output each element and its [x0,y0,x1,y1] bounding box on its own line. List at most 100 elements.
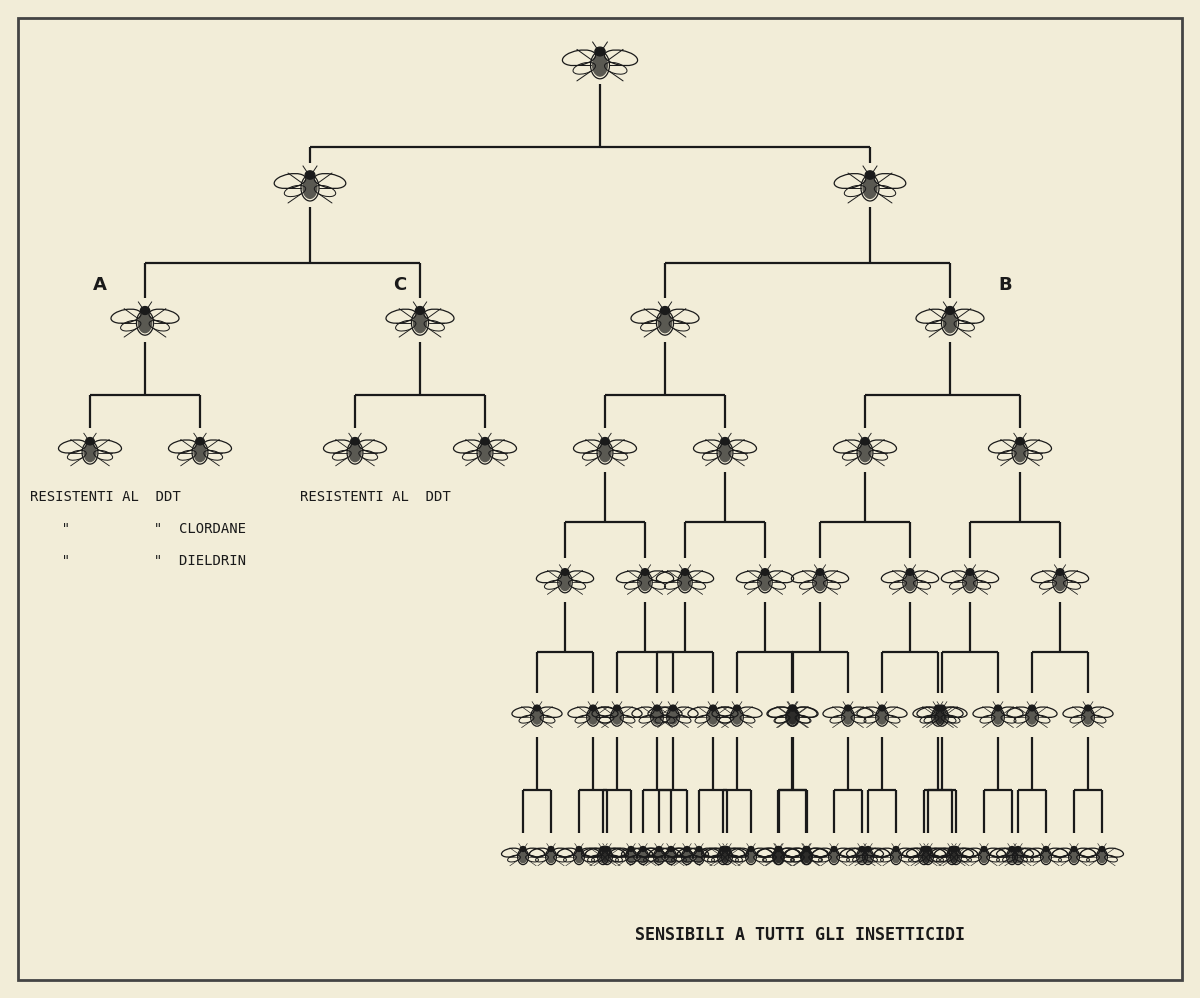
Ellipse shape [964,574,976,591]
Text: "          "  CLORDANE: " " CLORDANE [46,522,246,536]
Text: A: A [94,276,107,294]
Ellipse shape [518,850,528,863]
Ellipse shape [350,437,359,445]
Ellipse shape [576,846,582,851]
Ellipse shape [670,705,677,711]
Ellipse shape [601,437,610,445]
Ellipse shape [193,443,206,462]
Ellipse shape [802,850,810,863]
Ellipse shape [724,846,730,851]
Ellipse shape [938,705,946,711]
Ellipse shape [1098,850,1106,863]
Ellipse shape [641,569,649,576]
Ellipse shape [196,437,204,445]
Ellipse shape [719,443,732,462]
Ellipse shape [720,846,726,851]
Ellipse shape [1015,846,1021,851]
Ellipse shape [683,850,691,863]
Ellipse shape [952,850,960,863]
Ellipse shape [302,177,318,199]
Text: RESISTENTI AL  DDT: RESISTENTI AL DDT [300,490,451,504]
Ellipse shape [949,846,955,851]
Ellipse shape [733,705,740,711]
Ellipse shape [1054,574,1066,591]
Ellipse shape [877,710,887,725]
Ellipse shape [679,574,691,591]
Ellipse shape [829,850,839,863]
Ellipse shape [140,306,150,314]
Ellipse shape [924,850,932,863]
Ellipse shape [859,846,865,851]
Ellipse shape [804,846,810,851]
Ellipse shape [612,710,623,725]
Ellipse shape [943,312,958,333]
Ellipse shape [600,846,606,851]
Ellipse shape [348,443,361,462]
Ellipse shape [654,850,664,863]
Ellipse shape [534,705,540,711]
Ellipse shape [668,846,674,851]
Ellipse shape [919,850,929,863]
Ellipse shape [746,850,756,863]
Ellipse shape [935,705,942,711]
Ellipse shape [878,705,886,711]
Ellipse shape [415,306,425,314]
Ellipse shape [138,312,152,333]
Ellipse shape [790,705,797,711]
Ellipse shape [946,306,955,314]
Ellipse shape [413,312,427,333]
Ellipse shape [1014,850,1022,863]
Ellipse shape [865,846,871,851]
Ellipse shape [660,306,670,314]
Ellipse shape [732,710,743,725]
Ellipse shape [613,705,620,711]
Ellipse shape [892,850,900,863]
Ellipse shape [1082,710,1093,725]
Ellipse shape [787,710,797,725]
Ellipse shape [546,850,556,863]
Ellipse shape [893,846,899,851]
Ellipse shape [774,850,784,863]
Ellipse shape [1043,846,1049,851]
Ellipse shape [1013,443,1027,462]
Ellipse shape [932,710,943,725]
Ellipse shape [776,846,782,851]
Ellipse shape [948,850,956,863]
Ellipse shape [863,177,877,199]
Ellipse shape [995,705,1002,711]
Ellipse shape [922,846,926,851]
Ellipse shape [761,569,769,576]
Ellipse shape [532,710,542,725]
Ellipse shape [858,850,866,863]
Ellipse shape [814,574,826,591]
Ellipse shape [992,710,1003,725]
Ellipse shape [858,443,871,462]
Text: RESISTENTI AL  DDT: RESISTENTI AL DDT [30,490,181,504]
Ellipse shape [1027,710,1037,725]
Ellipse shape [832,846,836,851]
Ellipse shape [654,705,660,711]
Ellipse shape [599,850,607,863]
Ellipse shape [842,710,853,725]
Ellipse shape [652,710,662,725]
Text: C: C [394,276,407,294]
Ellipse shape [953,846,959,851]
Ellipse shape [666,850,676,863]
Ellipse shape [696,846,702,851]
Text: "          "  DIELDRIN: " " DIELDRIN [46,554,246,568]
Ellipse shape [708,710,719,725]
Ellipse shape [667,710,678,725]
Ellipse shape [982,846,986,851]
Ellipse shape [83,443,97,462]
Ellipse shape [592,54,608,77]
Text: SENSIBILI A TUTTI GLI INSETTICIDI: SENSIBILI A TUTTI GLI INSETTICIDI [635,926,965,944]
Ellipse shape [85,437,95,445]
Ellipse shape [722,850,732,863]
Ellipse shape [1056,569,1064,576]
Ellipse shape [937,710,947,725]
Ellipse shape [658,312,672,333]
Ellipse shape [979,850,989,863]
Ellipse shape [775,846,781,851]
Ellipse shape [1069,850,1079,863]
Ellipse shape [638,850,648,863]
